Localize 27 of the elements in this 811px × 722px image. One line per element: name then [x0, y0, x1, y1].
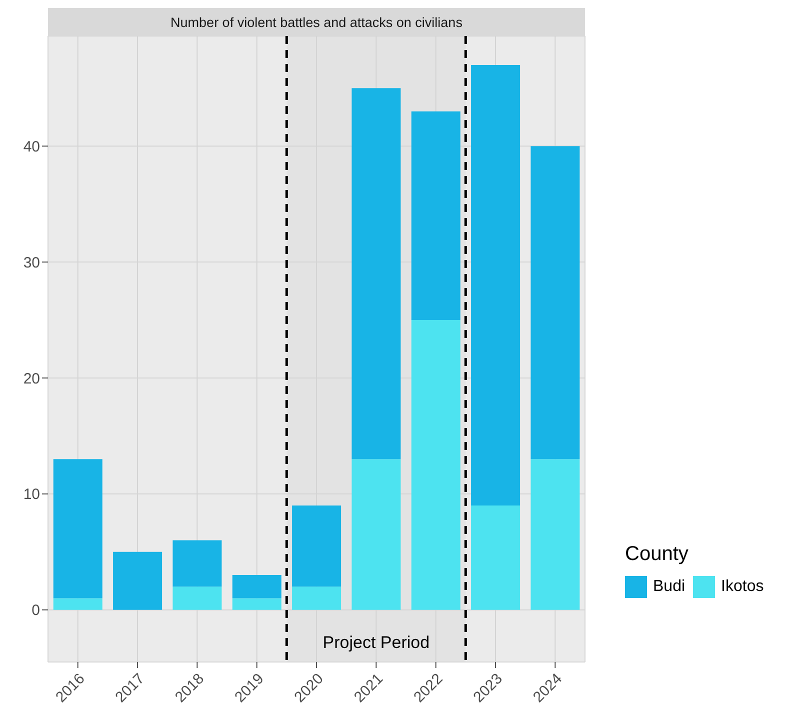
bar	[411, 111, 460, 320]
y-tick-label: 40	[23, 138, 40, 156]
bar	[530, 146, 580, 460]
bar	[232, 598, 282, 610]
bar	[352, 88, 401, 460]
bar	[53, 598, 102, 610]
bar	[530, 459, 580, 610]
legend-label: Ikotos	[721, 578, 764, 596]
legend-title: County	[625, 543, 690, 566]
bar	[232, 575, 282, 598]
bar	[53, 459, 102, 598]
bar	[172, 586, 222, 610]
bar	[411, 320, 460, 610]
bar	[113, 552, 162, 610]
bar	[352, 459, 401, 610]
bar	[172, 540, 222, 587]
chart-title: Number of violent battles and attacks on civilians	[48, 8, 585, 36]
bar	[471, 64, 520, 506]
y-tick-label: 20	[23, 370, 40, 388]
bar	[471, 506, 520, 610]
bar	[292, 586, 342, 610]
bar	[292, 506, 342, 587]
y-tick-label: 10	[23, 486, 40, 504]
band-label: Project Period	[322, 633, 430, 652]
legend-label: Budi	[653, 578, 686, 596]
y-tick-label: 0	[32, 602, 40, 620]
y-tick-label: 30	[23, 254, 40, 272]
